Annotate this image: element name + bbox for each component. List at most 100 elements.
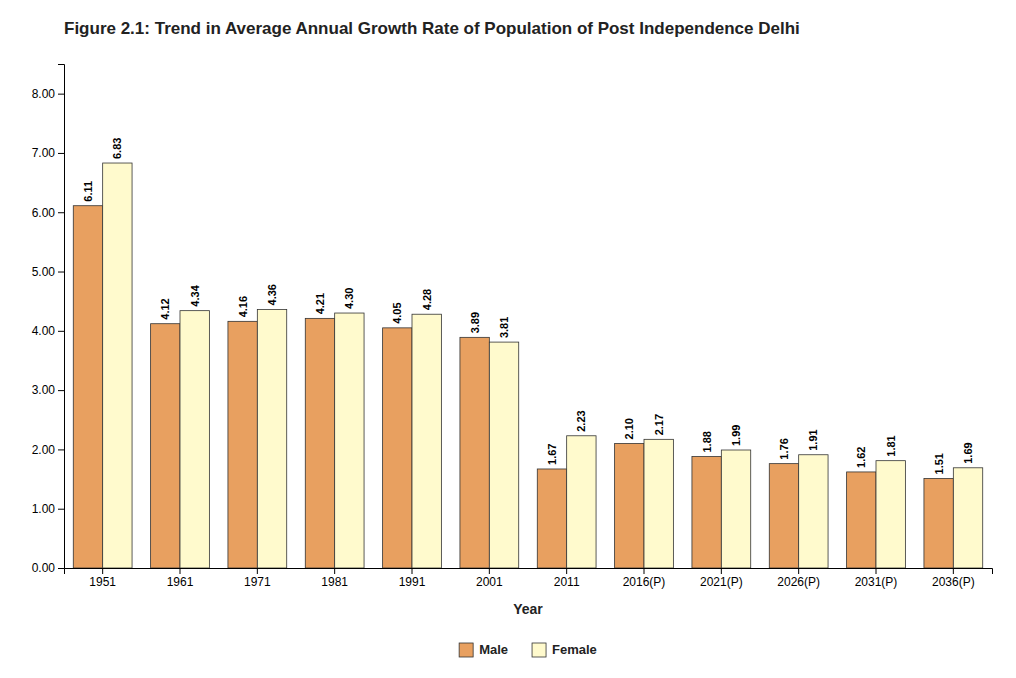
data-label: 1.76 xyxy=(778,438,790,459)
data-label: 1.69 xyxy=(962,442,974,463)
tick-mark xyxy=(58,509,64,510)
tick-mark xyxy=(58,153,64,154)
tick: 1961 xyxy=(167,568,194,589)
axis-line xyxy=(58,65,65,569)
tick-label: 0.00 xyxy=(32,561,56,575)
bar xyxy=(228,321,257,568)
bar xyxy=(876,461,905,568)
tick-mark xyxy=(58,272,64,273)
tick-mark xyxy=(953,568,954,574)
data-label: 1.81 xyxy=(885,435,897,456)
tick-label: 4.00 xyxy=(32,324,56,338)
tick-mark xyxy=(58,94,64,95)
bar xyxy=(305,318,334,568)
tick: 2.00 xyxy=(32,443,64,457)
tick-label: 2026(P) xyxy=(777,575,820,589)
bar xyxy=(953,468,982,568)
data-label: 6.83 xyxy=(111,138,123,159)
tick-label: 1981 xyxy=(321,575,348,589)
data-label: 4.12 xyxy=(159,298,171,319)
tick-mark xyxy=(58,449,64,450)
tick: 1.00 xyxy=(32,502,64,516)
bar xyxy=(721,450,750,568)
tick-label: 7.00 xyxy=(32,146,56,160)
tick-label: 1991 xyxy=(399,575,426,589)
tick-mark xyxy=(566,568,567,574)
tick: 2026(P) xyxy=(777,568,820,589)
y-axis: 0.00 1.00 2.00 3.00 4.00 5.00 6.00 7.00 8.00 xyxy=(32,65,65,576)
tick-mark xyxy=(180,568,181,574)
legend-label: Female xyxy=(552,642,597,657)
bar xyxy=(103,163,132,568)
bar xyxy=(644,439,673,568)
bar xyxy=(847,472,876,568)
tick-mark xyxy=(334,568,335,574)
data-label: 1.99 xyxy=(730,425,742,446)
bar xyxy=(73,206,102,568)
tick: 7.00 xyxy=(32,146,64,160)
tick-mark xyxy=(489,568,490,574)
tick-mark xyxy=(721,568,722,574)
bar xyxy=(924,478,953,568)
tick: 1971 xyxy=(244,568,271,589)
tick: 2021(P) xyxy=(700,568,743,589)
bar xyxy=(692,457,721,568)
data-label: 6.11 xyxy=(82,181,94,202)
data-label: 4.34 xyxy=(189,284,201,306)
bar xyxy=(335,313,364,568)
tick-mark xyxy=(58,212,64,213)
tick: 0.00 xyxy=(32,561,64,575)
bar xyxy=(769,464,798,568)
tick-mark xyxy=(58,568,64,569)
tick-mark xyxy=(412,568,413,574)
legend-label: Male xyxy=(479,642,508,657)
data-label: 2.17 xyxy=(653,414,665,435)
bar xyxy=(257,309,286,568)
tick-label: 1961 xyxy=(167,575,194,589)
tick: 2011 xyxy=(554,568,580,589)
data-label: 4.36 xyxy=(266,284,278,305)
tick: 1981 xyxy=(321,568,348,589)
tick: 5.00 xyxy=(32,265,64,279)
tick-label: 2.00 xyxy=(32,443,56,457)
tick-mark xyxy=(257,568,258,574)
bar xyxy=(412,314,441,568)
x-axis-label: Year xyxy=(513,601,543,617)
tick-label: 2031(P) xyxy=(855,575,898,589)
data-label: 4.30 xyxy=(343,288,355,309)
tick: 2031(P) xyxy=(855,568,898,589)
tick-mark xyxy=(102,568,103,574)
tick: 3.00 xyxy=(32,383,64,397)
tick: 2016(P) xyxy=(623,568,666,589)
tick: 1991 xyxy=(399,568,426,589)
tick: 2001 xyxy=(476,568,503,589)
bar xyxy=(383,328,412,568)
tick-label: 2011 xyxy=(554,575,580,589)
chart: Figure 2.1: Trend in Average Annual Grow… xyxy=(0,0,1016,678)
tick-mark xyxy=(876,568,877,574)
tick-mark xyxy=(798,568,799,574)
data-label: 2.10 xyxy=(623,418,635,439)
tick-label: 2021(P) xyxy=(700,575,743,589)
legend-swatch xyxy=(459,643,473,657)
axis-line xyxy=(65,569,993,575)
data-label: 2.23 xyxy=(575,410,587,431)
x-axis: 19511961197119811991200120112016(P)2021(… xyxy=(65,568,993,589)
tick: 2036(P) xyxy=(932,568,975,589)
tick-label: 2001 xyxy=(476,575,503,589)
data-labels: 6.114.124.164.214.053.891.672.101.881.76… xyxy=(82,138,974,475)
bar xyxy=(180,311,209,568)
bar xyxy=(489,342,518,568)
tick-label: 6.00 xyxy=(32,206,56,220)
title: Figure 2.1: Trend in Average Annual Grow… xyxy=(64,19,800,38)
tick-mark xyxy=(58,390,64,391)
data-label: 4.16 xyxy=(237,296,249,317)
bar xyxy=(567,436,596,568)
bar xyxy=(460,337,489,568)
bar xyxy=(615,443,644,568)
legend: Male Female xyxy=(459,642,597,657)
bar xyxy=(799,455,828,568)
tick-label: 1.00 xyxy=(32,502,56,516)
tick: 8.00 xyxy=(32,87,64,101)
tick-label: 3.00 xyxy=(32,383,56,397)
